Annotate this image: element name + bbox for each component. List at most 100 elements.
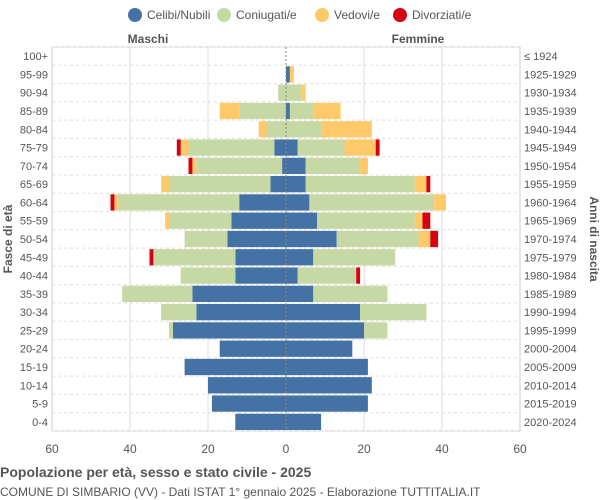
bar-male-65-69 <box>270 176 286 193</box>
age-label: 30-34 <box>20 307 48 319</box>
bar-female-40-44 <box>286 267 298 284</box>
birth-year-label: 1960-1964 <box>524 197 577 209</box>
birth-year-label: 2010-2014 <box>524 380 577 392</box>
bar-female-50-54 <box>418 230 431 248</box>
age-label: 70-74 <box>20 161 48 173</box>
bar-male-70-74 <box>196 157 283 174</box>
birth-year-label: 1955-1959 <box>524 179 577 191</box>
bar-female-85-89 <box>286 102 290 120</box>
bar-male-15-19 <box>184 358 286 376</box>
bar-female-35-39 <box>286 285 314 302</box>
bar-female-95-99 <box>289 66 294 83</box>
bar-male-70-74 <box>282 157 286 174</box>
legend-label: Coniugati/e <box>236 8 297 22</box>
chart-svg: 100+ ≤ 1924 95-99 1925-1929 90-94 1930-1934 85… <box>1 8 600 456</box>
bar-female-65-69 <box>426 176 431 193</box>
age-label: 40-44 <box>20 271 48 283</box>
bar-male-35-39 <box>122 285 193 302</box>
birth-year-label: 1965-1969 <box>524 216 577 228</box>
bar-female-85-89 <box>289 102 314 120</box>
bar-female-50-54 <box>336 230 419 248</box>
bar-female-70-74 <box>286 157 306 174</box>
bar-female-70-74 <box>305 157 361 174</box>
bar-male-35-39 <box>192 285 286 302</box>
bar-male-40-44 <box>235 267 286 284</box>
bar-female-40-44 <box>356 267 361 284</box>
birth-year-label: 1975-1979 <box>524 252 577 264</box>
legend-marker <box>393 8 407 22</box>
age-label: 65-69 <box>20 179 48 191</box>
legend-label: Celibi/Nubili <box>147 8 210 22</box>
bar-female-30-34 <box>286 304 361 321</box>
bar-male-60-64 <box>118 194 240 211</box>
x-tick-label: 40 <box>123 442 137 456</box>
legend-marker <box>128 8 142 22</box>
age-label: 45-49 <box>20 252 48 264</box>
x-tick-label: 20 <box>201 442 215 456</box>
age-label: 55-59 <box>20 216 48 228</box>
legend-label: Vedovi/e <box>334 8 380 22</box>
birth-year-label: 2005-2009 <box>524 362 577 374</box>
bar-female-80-84 <box>321 121 372 138</box>
bar-female-70-74 <box>360 157 368 174</box>
birth-year-label: 1950-1954 <box>524 161 577 173</box>
bar-male-70-74 <box>192 157 197 174</box>
bar-male-85-89 <box>239 102 286 120</box>
birth-year-label: 1985-1989 <box>524 289 577 301</box>
left-header: Maschi <box>128 32 169 46</box>
age-label: 100+ <box>23 51 48 63</box>
bar-male-45-49 <box>153 249 236 266</box>
bar-male-75-79 <box>274 139 286 156</box>
bar-male-40-44 <box>180 267 236 284</box>
bar-male-60-64 <box>114 194 119 211</box>
bar-male-20-24 <box>219 340 286 357</box>
bar-female-90-94 <box>286 84 302 101</box>
bar-male-55-59 <box>231 212 286 229</box>
bar-male-45-49 <box>235 249 286 266</box>
age-label: 15-19 <box>20 362 48 374</box>
right-header: Femmine <box>392 32 445 46</box>
chart-title: Popolazione per età, sesso e stato civil… <box>0 464 312 480</box>
bar-female-45-49 <box>286 249 314 266</box>
bar-female-10-14 <box>286 377 372 394</box>
bar-male-25-29 <box>172 322 286 339</box>
bar-male-65-69 <box>169 176 271 193</box>
bar-male-25-29 <box>169 322 173 339</box>
bar-male-55-59 <box>169 212 232 229</box>
bar-male-50-54 <box>184 230 228 248</box>
bar-female-55-59 <box>317 212 415 229</box>
age-label: 25-29 <box>20 325 48 337</box>
age-label: 10-14 <box>20 380 48 392</box>
chart-subtitle: COMUNE DI SIMBARIO (VV) - Dati ISTAT 1° … <box>0 485 481 499</box>
bar-female-25-29 <box>286 322 364 339</box>
bar-male-65-69 <box>161 176 169 193</box>
age-label: 90-94 <box>20 88 48 100</box>
bar-male-30-34 <box>161 304 197 321</box>
bar-male-85-89 <box>219 102 240 120</box>
bar-female-80-84 <box>286 121 322 138</box>
bar-male-70-74 <box>188 157 193 174</box>
bar-female-35-39 <box>313 285 388 302</box>
bar-female-55-59 <box>286 212 318 229</box>
bar-female-45-49 <box>313 249 396 266</box>
age-label: 85-89 <box>20 106 48 118</box>
birth-year-label: 1970-1974 <box>524 234 577 246</box>
birth-year-label: 1980-1984 <box>524 271 577 283</box>
legend-marker <box>315 8 329 22</box>
x-tick-label: 0 <box>283 442 290 456</box>
bar-male-60-64 <box>239 194 286 211</box>
bar-female-90-94 <box>301 84 306 101</box>
birth-year-label: 1945-1949 <box>524 143 577 155</box>
bar-female-50-54 <box>430 230 439 248</box>
bar-female-75-79 <box>375 139 380 156</box>
bar-female-20-24 <box>286 340 353 357</box>
bar-female-5-9 <box>286 395 368 412</box>
age-label: 95-99 <box>20 69 48 81</box>
age-label: 5-9 <box>32 399 48 411</box>
birth-year-label: 1930-1934 <box>524 88 577 100</box>
age-label: 20-24 <box>20 344 48 356</box>
birth-year-label: 2000-2004 <box>524 344 577 356</box>
bar-female-50-54 <box>286 230 337 248</box>
bar-female-65-69 <box>414 176 427 193</box>
